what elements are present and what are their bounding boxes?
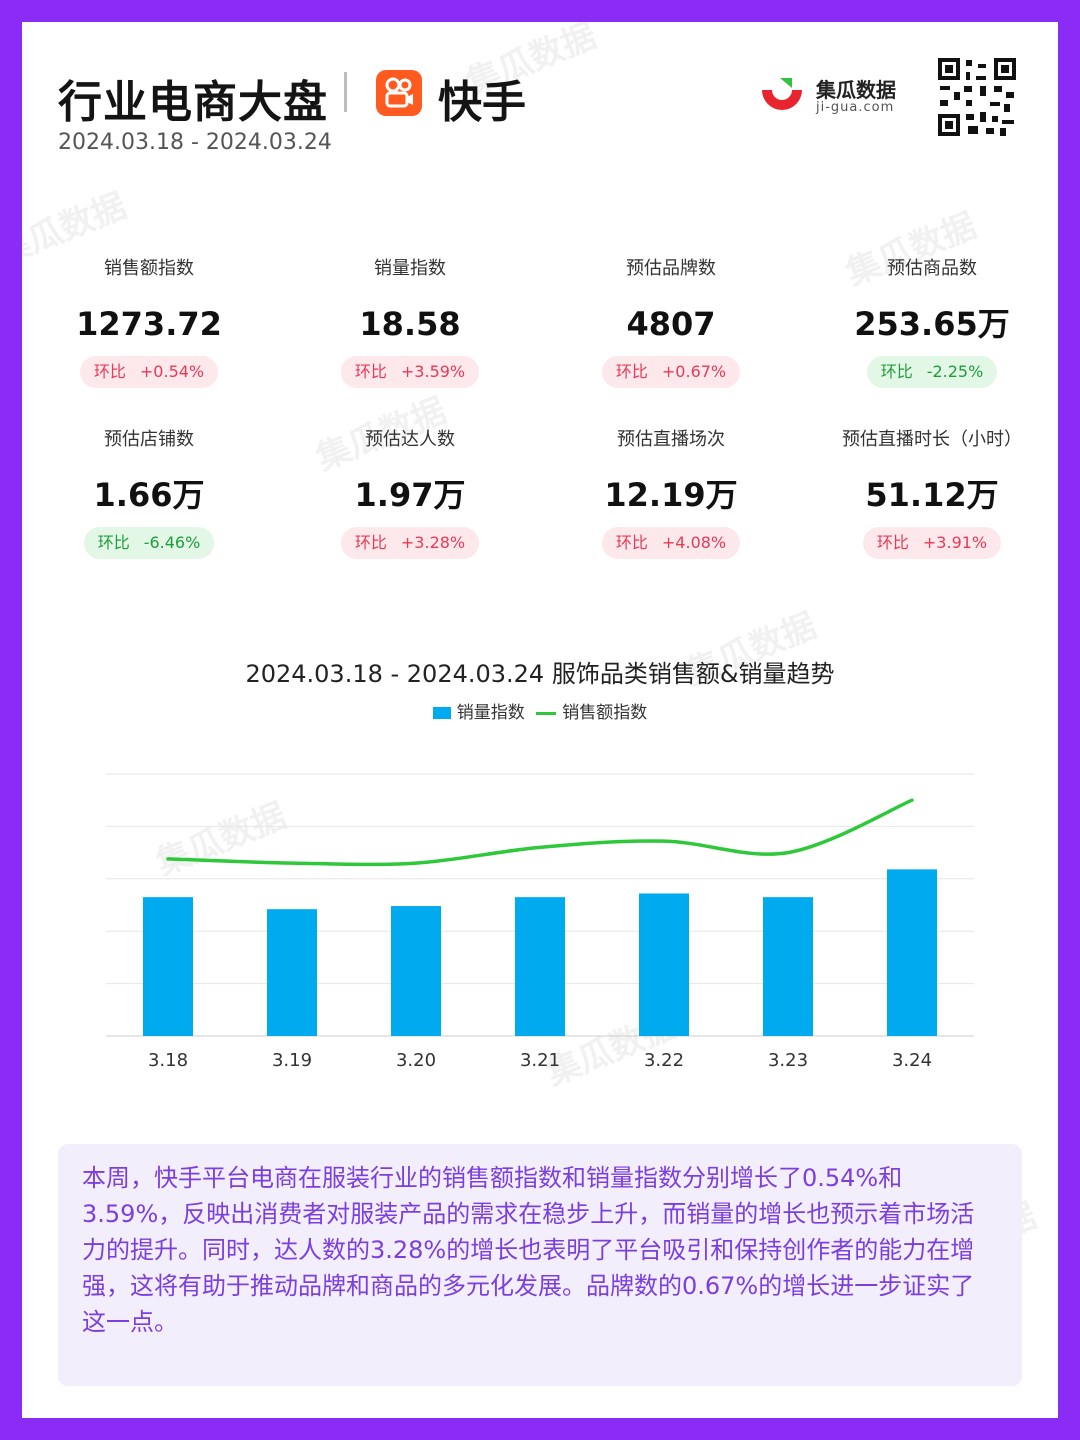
kuaishou-logo-icon (376, 70, 422, 116)
brand-name: 集瓜数据 (816, 78, 896, 102)
metric-label: 预估直播时长（小时） (842, 429, 1022, 450)
x-tick-label: 3.23 (768, 1050, 808, 1071)
metric-volume-index: 销量指数 18.58 环比 +3.59% (285, 256, 535, 388)
change-badge: 环比 -6.46% (83, 527, 215, 559)
platform-name: 快手 (438, 77, 526, 128)
change-badge: 环比 +3.91% (862, 527, 1002, 559)
brand-domain: ji-gua.com (816, 100, 895, 115)
chart-legend: 销量指数 销售额指数 (22, 698, 1058, 723)
report-card: 集瓜数据 集瓜数据 集瓜数据 集瓜数据 集瓜数据 集瓜数据 集瓜数据 集瓜数据 … (22, 22, 1058, 1418)
x-tick-label: 3.18 (148, 1050, 188, 1071)
x-tick-label: 3.22 (644, 1050, 684, 1071)
change-badge: 环比 +0.54% (79, 356, 219, 388)
metric-influencer-count: 预估达人数 1.97万 环比 +3.28% (285, 427, 535, 559)
bar-3.24 (887, 869, 937, 1036)
metric-value: 51.12万 (865, 476, 999, 514)
change-badge: 环比 +0.67% (601, 356, 741, 388)
sales-index-line (166, 798, 914, 867)
metric-value: 1.66万 (93, 476, 205, 514)
metric-brand-count: 预估品牌数 4807 环比 +0.67% (546, 256, 796, 388)
legend-label-volume: 销量指数 (456, 703, 525, 723)
bar-3.18 (143, 897, 193, 1036)
trend-chart: 3.18 3.19 3.20 3.21 3.22 3.23 3.24 (106, 773, 974, 1071)
page-title: 行业电商大盘 (58, 77, 328, 128)
metric-value: 18.58 (359, 305, 461, 343)
metric-label: 销售额指数 (104, 258, 194, 279)
bar-3.22 (639, 893, 689, 1036)
legend-label-sales: 销售额指数 (562, 703, 648, 723)
bar-3.21 (515, 897, 565, 1036)
bar-3.20 (391, 906, 441, 1036)
qr-code-icon (936, 56, 1018, 138)
jigua-logo-icon (758, 76, 806, 116)
bar-3.23 (763, 897, 813, 1036)
metric-label: 预估达人数 (365, 429, 455, 450)
metric-live-sessions: 预估直播场次 12.19万 环比 +4.08% (546, 427, 796, 559)
chart-title: 2024.03.18 - 2024.03.24 服饰品类销售额&销量趋势 (245, 660, 835, 688)
change-badge: 环比 +3.59% (340, 356, 480, 388)
metric-value: 1.97万 (354, 476, 466, 514)
metric-value: 4807 (626, 305, 716, 343)
metric-label: 预估直播场次 (617, 429, 725, 450)
x-tick-label: 3.21 (520, 1050, 560, 1071)
metric-value: 1273.72 (76, 305, 222, 343)
summary-text: 本周，快手平台电商在服装行业的销售额指数和销量指数分别增长了0.54%和3.59… (82, 1164, 975, 1336)
x-tick-label: 3.24 (892, 1050, 932, 1071)
metric-value: 253.65万 (854, 305, 1010, 343)
date-range: 2024.03.18 - 2024.03.24 (58, 130, 332, 155)
metric-live-hours: 预估直播时长（小时） 51.12万 环比 +3.91% (807, 427, 1057, 559)
metric-label: 预估店铺数 (104, 429, 194, 450)
bar-3.19 (267, 909, 317, 1036)
summary-box: 本周，快手平台电商在服装行业的销售额指数和销量指数分别增长了0.54%和3.59… (58, 1144, 1022, 1386)
title-divider (344, 72, 347, 112)
legend-swatch-bar (432, 707, 451, 719)
metric-value: 12.19万 (604, 476, 738, 514)
change-badge: 环比 +4.08% (601, 527, 741, 559)
metric-store-count: 预估店铺数 1.66万 环比 -6.46% (24, 427, 274, 559)
x-tick-label: 3.20 (396, 1050, 436, 1071)
metric-label: 预估商品数 (887, 258, 977, 279)
metric-label: 预估品牌数 (626, 258, 716, 279)
metric-sales-index: 销售额指数 1273.72 环比 +0.54% (24, 256, 274, 388)
change-badge: 环比 -2.25% (866, 356, 998, 388)
metric-label: 销量指数 (374, 258, 446, 279)
change-badge: 环比 +3.28% (340, 527, 480, 559)
legend-swatch-line (536, 711, 557, 715)
x-tick-label: 3.19 (272, 1050, 312, 1071)
metric-product-count: 预估商品数 253.65万 环比 -2.25% (807, 256, 1057, 388)
